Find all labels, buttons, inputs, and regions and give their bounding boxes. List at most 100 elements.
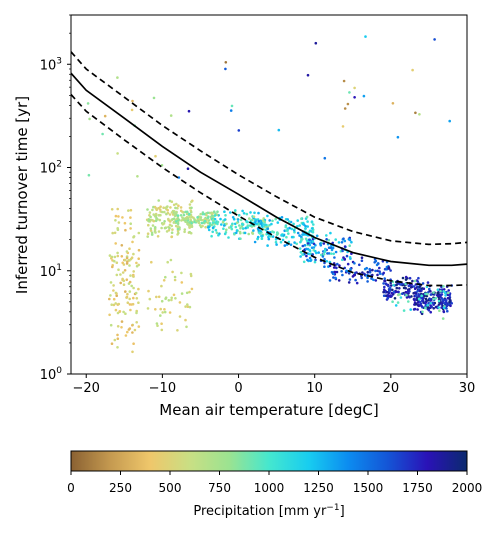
data-point xyxy=(268,223,271,227)
data-point xyxy=(325,260,329,263)
data-point xyxy=(348,91,351,94)
data-point xyxy=(240,222,244,226)
data-point xyxy=(114,242,117,245)
data-point xyxy=(296,231,300,235)
data-point xyxy=(120,326,123,329)
data-point xyxy=(172,203,176,207)
data-point xyxy=(116,152,119,155)
data-point xyxy=(347,281,351,284)
data-point xyxy=(180,292,184,295)
data-point xyxy=(384,294,388,298)
data-point xyxy=(281,238,285,242)
data-point xyxy=(259,229,262,233)
data-point xyxy=(340,241,344,244)
data-point xyxy=(444,294,447,297)
data-point xyxy=(438,309,441,313)
data-point xyxy=(306,225,310,228)
data-point xyxy=(159,213,162,217)
data-point xyxy=(404,282,408,286)
data-point xyxy=(131,240,134,244)
data-point xyxy=(126,292,129,296)
data-point xyxy=(394,290,398,294)
data-point xyxy=(173,278,177,282)
data-point xyxy=(163,220,166,223)
data-point xyxy=(234,225,238,229)
data-point xyxy=(180,219,183,222)
data-point xyxy=(321,255,325,258)
data-point xyxy=(109,294,112,297)
data-point xyxy=(131,324,134,327)
data-point xyxy=(149,215,152,219)
data-point xyxy=(108,297,111,301)
data-point xyxy=(182,213,186,217)
data-point xyxy=(310,227,314,230)
data-point xyxy=(436,293,439,297)
data-point xyxy=(169,114,173,117)
data-point xyxy=(360,276,364,280)
data-point xyxy=(413,298,416,302)
data-point xyxy=(285,235,288,239)
data-point xyxy=(449,299,452,302)
data-point xyxy=(160,210,164,214)
data-point xyxy=(126,301,130,305)
data-point xyxy=(166,205,169,208)
data-point xyxy=(119,281,122,285)
data-point xyxy=(213,214,217,217)
data-point xyxy=(413,279,417,283)
data-point xyxy=(283,244,287,247)
data-point xyxy=(162,279,166,282)
data-point xyxy=(164,275,167,279)
data-point xyxy=(394,304,398,307)
data-point xyxy=(197,221,201,225)
data-point xyxy=(246,224,250,227)
data-point xyxy=(207,228,211,232)
data-point xyxy=(235,221,239,225)
data-point xyxy=(132,274,135,278)
data-point xyxy=(260,234,263,238)
data-point xyxy=(160,284,163,288)
data-point xyxy=(274,217,278,221)
data-point xyxy=(207,215,210,218)
data-point xyxy=(429,302,433,305)
data-point xyxy=(129,222,132,225)
data-point xyxy=(154,231,157,234)
data-point xyxy=(215,213,219,216)
y-tick-label: 103 xyxy=(40,56,62,73)
data-point xyxy=(301,222,305,226)
data-point xyxy=(424,292,427,296)
data-point xyxy=(112,289,115,292)
data-point xyxy=(389,281,393,285)
data-point xyxy=(239,226,242,230)
data-point xyxy=(160,328,164,332)
data-point xyxy=(181,216,184,219)
data-point xyxy=(149,229,153,232)
data-point xyxy=(261,219,265,222)
data-point xyxy=(137,248,141,252)
data-point xyxy=(260,237,264,240)
data-point xyxy=(201,224,204,228)
data-point xyxy=(418,298,421,301)
data-point xyxy=(123,269,127,272)
data-point xyxy=(437,306,441,309)
data-point xyxy=(385,290,389,294)
data-point xyxy=(217,233,220,237)
data-point xyxy=(429,299,433,302)
data-point xyxy=(133,328,137,332)
data-point xyxy=(157,230,161,233)
data-point xyxy=(126,260,129,264)
data-point xyxy=(207,219,211,222)
x-tick-label: −20 xyxy=(73,381,100,396)
data-point xyxy=(162,206,165,209)
data-point xyxy=(422,287,426,291)
data-point xyxy=(222,227,225,230)
data-point xyxy=(308,256,312,260)
data-point xyxy=(276,221,280,224)
data-point xyxy=(405,293,408,297)
data-point xyxy=(432,307,436,310)
data-point xyxy=(358,263,361,267)
colorbar-label: Precipitation [mm yr−1] xyxy=(193,503,344,519)
data-point xyxy=(348,238,352,242)
data-point xyxy=(183,230,186,234)
data-point xyxy=(176,233,179,236)
colorbar-tick-label: 0 xyxy=(67,481,75,495)
